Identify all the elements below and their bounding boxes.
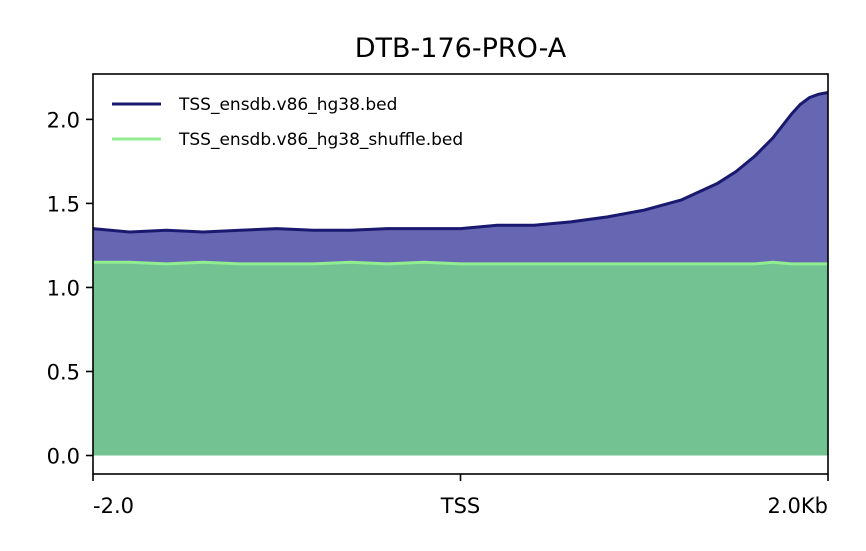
- x-tick-label: -2.0: [93, 494, 134, 518]
- y-axis-ticks: 0.0 0.5 1.0 1.5 2.0: [47, 108, 93, 469]
- series-2-fill: [93, 262, 828, 456]
- y-tick-label: 0.5: [47, 360, 80, 384]
- x-tick-label: TSS: [440, 494, 481, 518]
- chart-title: DTB-176-PRO-A: [355, 33, 567, 64]
- legend-label: TSS_ensdb.v86_hg38_shuffle.bed: [178, 130, 463, 150]
- series-2-line: [93, 260, 828, 266]
- legend: TSS_ensdb.v86_hg38.bed TSS_ensdb.v86_hg38…: [112, 95, 463, 150]
- y-tick-label: 1.0: [47, 276, 80, 300]
- series-lines: [92, 91, 829, 266]
- area-fills: [93, 92, 828, 456]
- series-1-line: [92, 91, 829, 234]
- x-tick-label: 2.0Kb: [768, 494, 829, 518]
- y-tick-label: 1.5: [47, 192, 80, 216]
- y-tick-label: 0.0: [47, 445, 80, 469]
- y-tick-label: 2.0: [47, 108, 80, 132]
- legend-label: TSS_ensdb.v86_hg38.bed: [178, 95, 397, 115]
- x-axis-ticks: -2.0 TSS 2.0Kb: [92, 474, 829, 518]
